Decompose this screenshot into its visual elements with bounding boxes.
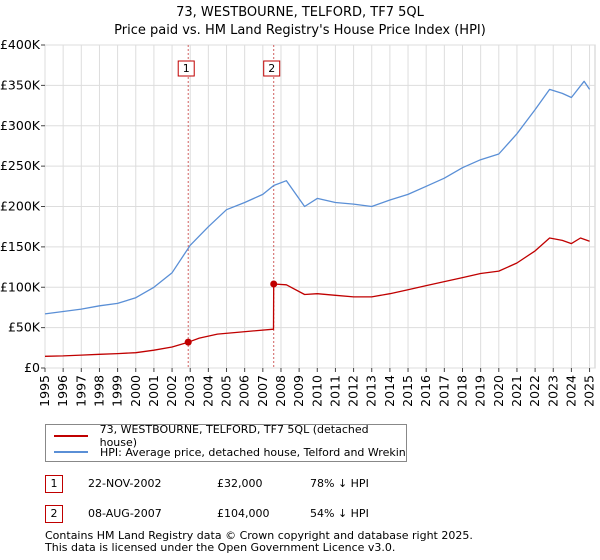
x-tick-label: 2009 — [291, 375, 306, 407]
x-tick-label: 2007 — [255, 375, 270, 407]
x-tick-label: 2013 — [364, 375, 379, 407]
legend-item-hpi: HPI: Average price, detached house, Telf… — [54, 444, 406, 460]
legend-swatch-property — [54, 435, 88, 437]
y-tick-label: £200K — [0, 199, 41, 214]
x-tick-label: 2024 — [563, 375, 578, 407]
legend-swatch-hpi — [54, 451, 88, 453]
transaction-date: 08-AUG-2007 — [88, 507, 162, 520]
x-tick-label: 2018 — [454, 375, 469, 407]
x-tick-label: 2010 — [309, 375, 324, 407]
x-tick-label: 2016 — [418, 375, 433, 407]
x-tick-label: 2025 — [582, 375, 597, 407]
x-tick-label: 2022 — [527, 375, 542, 407]
x-tick-label: 2002 — [164, 375, 179, 407]
x-tick-label: 1995 — [37, 375, 52, 407]
x-tick-label: 2023 — [545, 375, 560, 407]
transaction-hpi-diff: 78% ↓ HPI — [310, 477, 369, 490]
transaction-price: £32,000 — [217, 477, 263, 490]
y-tick-label: £350K — [0, 77, 41, 92]
chart-title: 73, WESTBOURNE, TELFORD, TF7 5QL Price p… — [0, 4, 600, 40]
x-tick-label: 1999 — [110, 375, 125, 407]
sale-label: 2 — [268, 62, 275, 75]
x-tick-label: 2004 — [200, 375, 215, 407]
footer-copyright: Contains HM Land Registry data © Crown c… — [45, 529, 473, 542]
footer-attribution: Contains HM Land Registry data © Crown c… — [45, 530, 473, 554]
transaction-hpi-diff: 54% ↓ HPI — [310, 507, 369, 520]
y-tick-label: £250K — [0, 158, 41, 173]
x-tick-label: 2011 — [327, 375, 342, 407]
x-tick-label: 2006 — [237, 375, 252, 407]
x-tick-label: 2015 — [400, 375, 415, 407]
property-series-line — [44, 237, 590, 357]
sale-markers — [184, 280, 278, 346]
x-tick-label: 2003 — [182, 375, 197, 407]
legend-label-property: 73, WESTBOURNE, TELFORD, TF7 5QL (detach… — [99, 423, 369, 449]
x-tick-label: 2005 — [219, 375, 234, 407]
x-tick-label: 2019 — [473, 375, 488, 407]
y-tick-label: £300K — [0, 118, 41, 133]
transaction-number-badge: 1 — [45, 475, 63, 493]
sale-label-box — [177, 60, 195, 77]
hpi-series-line — [44, 80, 591, 315]
y-tick-label: £100K — [0, 279, 41, 294]
x-tick-label: 2008 — [273, 375, 288, 407]
x-tick-label: 2000 — [128, 375, 143, 407]
legend-item-property: 73, WESTBOURNE, TELFORD, TF7 5QL (detach… — [54, 423, 406, 449]
transaction-number-badge: 2 — [45, 505, 63, 523]
transaction-price: £104,000 — [217, 507, 270, 520]
grid — [44, 44, 595, 369]
y-tick-label: £400K — [0, 37, 41, 52]
y-tick-label: £50K — [8, 320, 41, 335]
transaction-date: 22-NOV-2002 — [88, 477, 162, 490]
sale-label: 1 — [183, 62, 190, 75]
x-tick-label: 2012 — [346, 375, 361, 407]
legend: 73, WESTBOURNE, TELFORD, TF7 5QL (detach… — [45, 423, 407, 462]
y-tick-label: £150K — [0, 239, 41, 254]
x-tick-label: 2001 — [146, 375, 161, 407]
x-tick-label: 2014 — [382, 375, 397, 407]
sale-point — [270, 280, 278, 288]
x-tick-label: 1997 — [73, 375, 88, 407]
x-axis: 1995 1996 1997 1998 1999 2000 2001 2002 2003 2004… — [37, 368, 597, 407]
footer-licence: This data is licensed under the Open Gov… — [45, 541, 396, 554]
x-tick-label: 1996 — [55, 375, 70, 407]
x-tick-label: 2021 — [509, 375, 524, 407]
series-lines — [44, 80, 591, 357]
price-chart: £0 £50K £100K £150K £200K £250K £300K £350K £400… — [0, 37, 597, 407]
y-axis: £0 £50K £100K £150K £200K £250K £300K £350K £400… — [0, 37, 45, 375]
x-tick-label: 2020 — [491, 375, 506, 407]
sale-point — [184, 338, 192, 346]
y-tick-label: £0 — [24, 360, 40, 375]
legend-label-hpi: HPI: Average price, detached house, Telf… — [100, 445, 406, 459]
title-subtitle: Price paid vs. HM Land Registry's House … — [114, 23, 486, 38]
x-tick-label: 2017 — [436, 375, 451, 407]
title-address: 73, WESTBOURNE, TELFORD, TF7 5QL — [176, 5, 424, 20]
x-tick-label: 1998 — [91, 375, 106, 407]
sale-label-box — [263, 60, 281, 77]
